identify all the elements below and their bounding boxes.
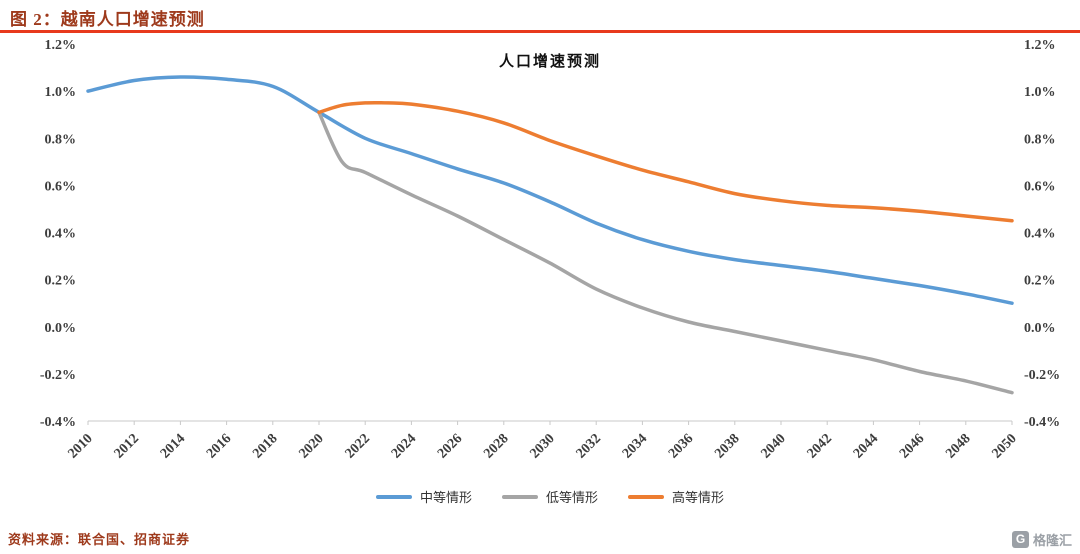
svg-text:0.2%: 0.2% [1024,274,1056,289]
svg-text:0.0%: 0.0% [45,321,77,336]
svg-text:-0.2%: -0.2% [40,368,76,383]
legend-item-medium-scenario: 中等情形 [375,487,472,506]
svg-text:2012: 2012 [112,431,142,461]
svg-text:-0.4%: -0.4% [1024,415,1060,430]
svg-text:0.4%: 0.4% [45,227,77,242]
svg-text:2034: 2034 [620,431,650,461]
legend-swatch-medium [375,494,412,499]
chart-legend: 中等情形 低等情形 高等情形 [0,487,1080,506]
svg-text:2016: 2016 [204,431,234,461]
legend-swatch-low [501,494,538,499]
gelonghui-logo-text: 格隆汇 [1032,533,1072,548]
svg-text:0.6%: 0.6% [45,179,77,194]
legend-label-low: 低等情形 [545,490,598,505]
svg-text:2042: 2042 [805,431,835,461]
svg-text:2024: 2024 [389,431,419,461]
legend-item-low-scenario: 低等情形 [501,487,598,506]
svg-text:0.8%: 0.8% [45,132,77,147]
legend-label-medium: 中等情形 [419,490,472,505]
legend-label-high: 高等情形 [672,490,725,505]
svg-text:1.2%: 1.2% [45,38,77,53]
svg-text:0.4%: 0.4% [1024,227,1056,242]
chart-title: 人口增速预测 [498,54,601,70]
svg-text:2030: 2030 [527,431,557,461]
svg-text:2020: 2020 [296,431,326,461]
svg-text:2018: 2018 [250,431,280,461]
svg-text:2026: 2026 [435,431,465,461]
svg-text:2040: 2040 [758,431,788,461]
svg-text:2044: 2044 [851,431,881,461]
gelonghui-logo-icon: G [1011,531,1029,548]
svg-text:1.0%: 1.0% [1024,85,1056,100]
svg-text:2010: 2010 [65,431,95,461]
svg-text:-0.2%: -0.2% [1024,368,1060,383]
svg-text:-0.4%: -0.4% [40,415,76,430]
svg-text:2036: 2036 [666,431,696,461]
svg-text:2048: 2048 [943,431,973,461]
svg-text:1.2%: 1.2% [1024,38,1056,53]
figure-title: 图 2：越南人口增速预测 [10,10,205,29]
svg-text:0.2%: 0.2% [45,274,77,289]
legend-swatch-high [628,494,664,499]
gelonghui-logo: G 格隆汇 [1011,530,1072,549]
svg-text:0.0%: 0.0% [1024,321,1056,336]
svg-text:2028: 2028 [481,431,511,461]
svg-text:2014: 2014 [158,431,188,461]
svg-text:1.0%: 1.0% [45,85,77,100]
svg-text:0.6%: 0.6% [1024,179,1056,194]
svg-text:2032: 2032 [574,431,604,461]
legend-item-high-scenario: 高等情形 [628,487,724,506]
svg-text:2050: 2050 [989,431,1019,461]
header-rule [0,30,1080,33]
svg-text:2046: 2046 [897,431,927,461]
svg-text:2038: 2038 [712,431,742,461]
source-note: 资料来源：联合国、招商证券 [8,532,191,547]
svg-text:0.8%: 0.8% [1024,132,1056,147]
svg-text:2022: 2022 [343,431,373,461]
